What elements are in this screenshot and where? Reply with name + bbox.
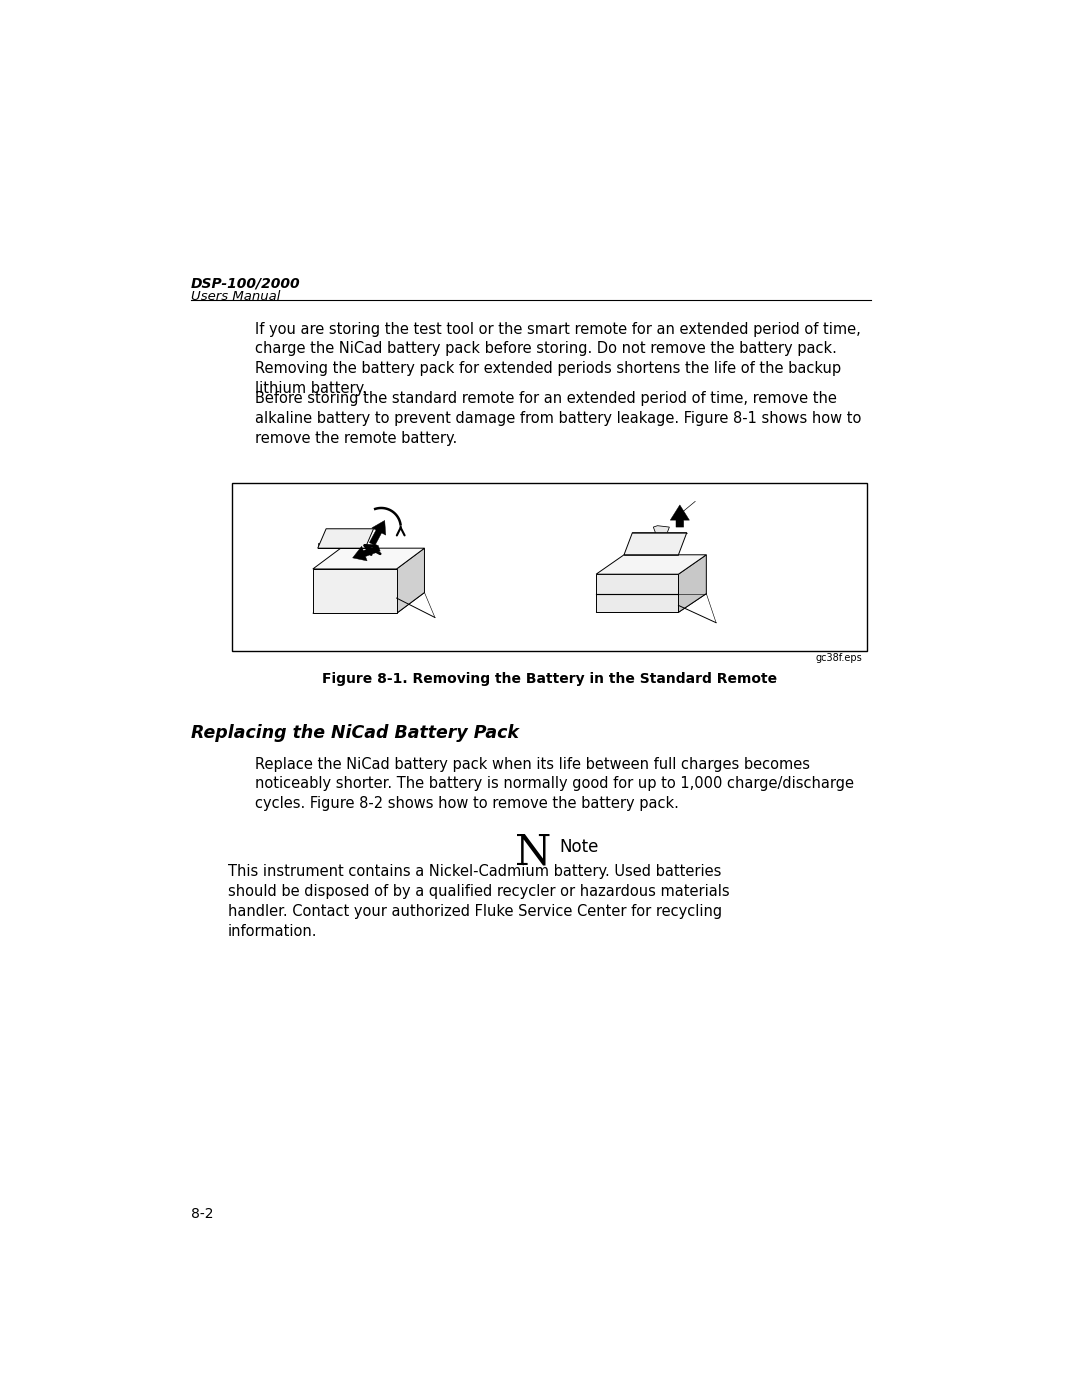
Polygon shape: [396, 548, 424, 613]
Text: If you are storing the test tool or the smart remote for an extended period of t: If you are storing the test tool or the …: [255, 321, 861, 395]
Text: Replace the NiCad battery pack when its life between full charges becomes
notice: Replace the NiCad battery pack when its …: [255, 757, 854, 812]
Text: DSP-100/2000: DSP-100/2000: [191, 277, 300, 291]
Polygon shape: [313, 548, 424, 569]
Polygon shape: [369, 521, 386, 545]
Polygon shape: [653, 525, 670, 532]
Polygon shape: [318, 529, 374, 548]
Text: This instrument contains a Nickel-Cadmium battery. Used batteries
should be disp: This instrument contains a Nickel-Cadmiu…: [228, 865, 730, 939]
Polygon shape: [313, 569, 396, 613]
Text: N: N: [515, 831, 552, 873]
Text: gc38f.eps: gc38f.eps: [815, 652, 862, 662]
Text: Before storing the standard remote for an extended period of time, remove the
al: Before storing the standard remote for a…: [255, 391, 862, 446]
Polygon shape: [596, 574, 678, 612]
Text: 8-2: 8-2: [191, 1207, 214, 1221]
Text: Note: Note: [559, 838, 598, 855]
Text: Replacing the NiCad Battery Pack: Replacing the NiCad Battery Pack: [191, 724, 518, 742]
Polygon shape: [596, 594, 706, 612]
Bar: [232, 483, 867, 651]
Polygon shape: [678, 555, 706, 612]
Polygon shape: [352, 545, 380, 560]
Text: Figure 8-1. Removing the Battery in the Standard Remote: Figure 8-1. Removing the Battery in the …: [322, 672, 778, 686]
Polygon shape: [313, 592, 424, 613]
Polygon shape: [596, 555, 706, 574]
Polygon shape: [318, 542, 365, 548]
Polygon shape: [624, 532, 687, 555]
Polygon shape: [671, 504, 689, 527]
Text: Users Manual: Users Manual: [191, 291, 280, 303]
